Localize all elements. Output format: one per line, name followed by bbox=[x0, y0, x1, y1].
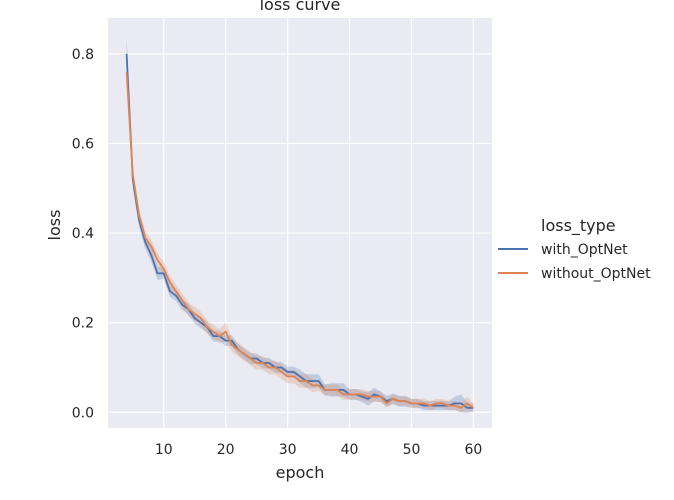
y-tick-label: 0.4 bbox=[72, 226, 94, 242]
legend-title: loss_type bbox=[541, 216, 616, 236]
legend: loss_type with_OptNet without_OptNet bbox=[498, 216, 651, 282]
legend-label-without-optnet: without_OptNet bbox=[541, 266, 651, 282]
y-tick-label: 0.2 bbox=[72, 316, 94, 332]
y-tick-label: 0.8 bbox=[72, 47, 94, 63]
plot-background bbox=[108, 18, 492, 428]
x-axis-label: epoch bbox=[276, 463, 325, 482]
y-tick-label: 0.6 bbox=[72, 136, 94, 152]
x-gridlines bbox=[163, 18, 475, 428]
legend-label-with-optnet: with_OptNet bbox=[541, 242, 628, 258]
x-tick-label: 20 bbox=[217, 442, 235, 458]
x-tick-label: 60 bbox=[465, 442, 483, 458]
y-tick-label: 0.0 bbox=[72, 405, 94, 421]
x-tick-label: 10 bbox=[155, 442, 173, 458]
y-tick-labels: 0.0 0.2 0.4 0.6 0.8 bbox=[72, 47, 94, 421]
chart-title: loss curve bbox=[260, 0, 341, 14]
x-tick-label: 30 bbox=[279, 442, 297, 458]
y-gridlines bbox=[108, 53, 492, 413]
x-tick-labels: 10 20 30 40 50 60 bbox=[155, 442, 483, 458]
line-without-optnet bbox=[125, 71, 474, 409]
x-tick-label: 40 bbox=[341, 442, 359, 458]
series-lines bbox=[125, 53, 474, 409]
y-axis-label: loss bbox=[45, 210, 64, 241]
x-tick-label: 50 bbox=[403, 442, 421, 458]
